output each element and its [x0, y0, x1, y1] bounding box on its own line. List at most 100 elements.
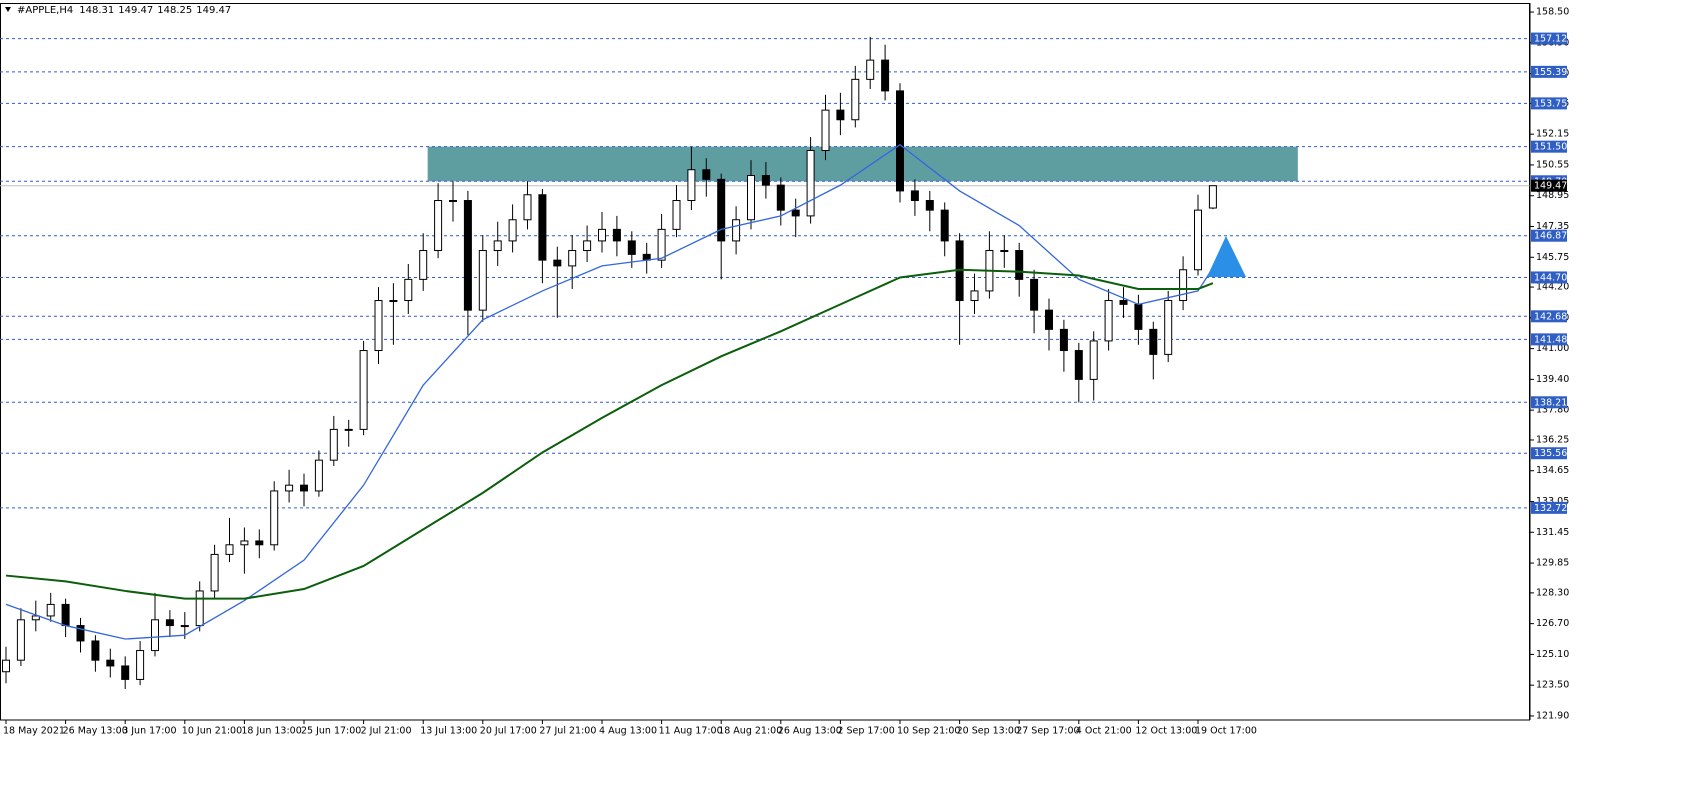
x-tick-label: 19 Oct 17:00 [1195, 726, 1257, 737]
level-label: 141.48 [1534, 334, 1567, 345]
candle-body [240, 540, 249, 546]
candle-body [821, 109, 830, 152]
menu-icon[interactable] [5, 7, 11, 12]
candle-body [761, 175, 770, 186]
y-tick-label: 147.35 [1536, 221, 1569, 232]
candle-body [121, 665, 130, 680]
y-tick-label: 141.00 [1536, 343, 1569, 354]
candle-body [404, 278, 413, 302]
level-label: 142.68 [1534, 311, 1567, 322]
x-tick-label: 18 May 2021 [3, 726, 65, 737]
candle-body [806, 150, 815, 217]
candle-body [359, 350, 368, 430]
candle-body [374, 300, 383, 352]
level-label: 151.50 [1534, 142, 1567, 153]
candle-body [91, 640, 100, 661]
candle-body [583, 240, 592, 252]
candle-body [2, 659, 10, 673]
candle-body [210, 553, 219, 592]
candle-body [851, 78, 860, 121]
candle-body [106, 659, 115, 667]
y-tick-label: 158.50 [1536, 7, 1569, 18]
candle-body [523, 194, 532, 221]
x-tick-label: 11 Aug 17:00 [659, 726, 723, 737]
x-tick-label: 27 Jul 21:00 [539, 726, 596, 737]
candle-body [657, 228, 666, 261]
candle-body [508, 219, 517, 242]
level-label-box [1531, 447, 1567, 460]
candle-body [732, 219, 741, 242]
x-tick-label: 18 Jun 13:00 [241, 726, 301, 737]
candle-body [1179, 269, 1188, 302]
y-tick-label: 134.65 [1536, 465, 1569, 476]
candle-body [910, 190, 919, 202]
candle-body [925, 200, 934, 211]
y-tick-label: 133.05 [1536, 496, 1569, 507]
candle-body [136, 650, 145, 680]
y-tick-label: 144.20 [1536, 282, 1569, 293]
candle-body [16, 619, 25, 661]
candle-body [1149, 328, 1158, 355]
candle-body [836, 109, 845, 121]
level-label-box [1531, 396, 1567, 409]
x-tick-label: 4 Oct 21:00 [1076, 726, 1132, 737]
candle-body [300, 484, 308, 492]
x-tick-label: 20 Sep 13:00 [957, 726, 1020, 737]
level-label: 132.72 [1534, 503, 1567, 514]
level-label: 138.21 [1534, 397, 1567, 408]
candle-body [747, 175, 755, 221]
level-label: 157.12 [1534, 34, 1567, 45]
x-tick-label: 10 Sep 21:00 [897, 726, 960, 737]
y-tick-label: 139.40 [1536, 374, 1569, 385]
y-tick-label: 145.75 [1536, 252, 1569, 263]
header-low: 148.25 [157, 5, 192, 16]
moving-average [5, 143, 1214, 640]
candle-body [702, 169, 711, 180]
candle-body [449, 200, 457, 203]
candle-body [940, 209, 949, 242]
candle-body [314, 459, 323, 492]
symbol-title: #APPLE,H4 [17, 5, 73, 16]
candle-body [538, 194, 547, 261]
candle-body [672, 200, 681, 230]
axis-cover [1531, 0, 1591, 735]
level-label-box [1531, 140, 1567, 153]
level-label: 144.70 [1534, 272, 1567, 283]
level-label: 135.56 [1534, 448, 1567, 459]
candle-body [31, 615, 40, 621]
level-label-box [1531, 97, 1567, 110]
candle-body [568, 250, 577, 267]
candle-body [791, 209, 800, 217]
x-tick-label: 2 Jul 21:00 [361, 726, 412, 737]
y-tick-label: 125.10 [1536, 649, 1569, 660]
candle-body [493, 240, 502, 252]
candle-body [1059, 328, 1068, 352]
resistance-zone [427, 146, 1298, 182]
y-tick-label: 137.80 [1536, 405, 1569, 416]
candle-body [1000, 250, 1009, 253]
x-tick-label: 4 Aug 13:00 [599, 726, 657, 737]
candle-body [687, 169, 696, 202]
candle-body [598, 228, 606, 242]
candle-body [1045, 309, 1053, 330]
y-tick-label: 136.25 [1536, 434, 1569, 445]
y-tick-label: 121.90 [1536, 710, 1569, 721]
x-tick-label: 12 Oct 13:00 [1135, 726, 1197, 737]
y-tick-label: 131.45 [1536, 527, 1569, 538]
x-tick-label: 3 Jun 17:00 [122, 726, 176, 737]
level-label-box [1531, 65, 1567, 78]
level-label-box [1531, 271, 1567, 284]
candle-body [285, 484, 294, 492]
candle-body [1119, 300, 1128, 305]
x-tick-label: 13 Jul 13:00 [420, 726, 477, 737]
candle-body [46, 603, 55, 617]
candle-body [344, 428, 353, 431]
candle-body [478, 250, 487, 311]
header-high: 149.47 [118, 5, 153, 16]
candle-body [1164, 300, 1173, 355]
candle-body [1089, 340, 1098, 380]
x-tick-label: 26 Aug 13:00 [778, 726, 842, 737]
candle-body [76, 625, 85, 642]
